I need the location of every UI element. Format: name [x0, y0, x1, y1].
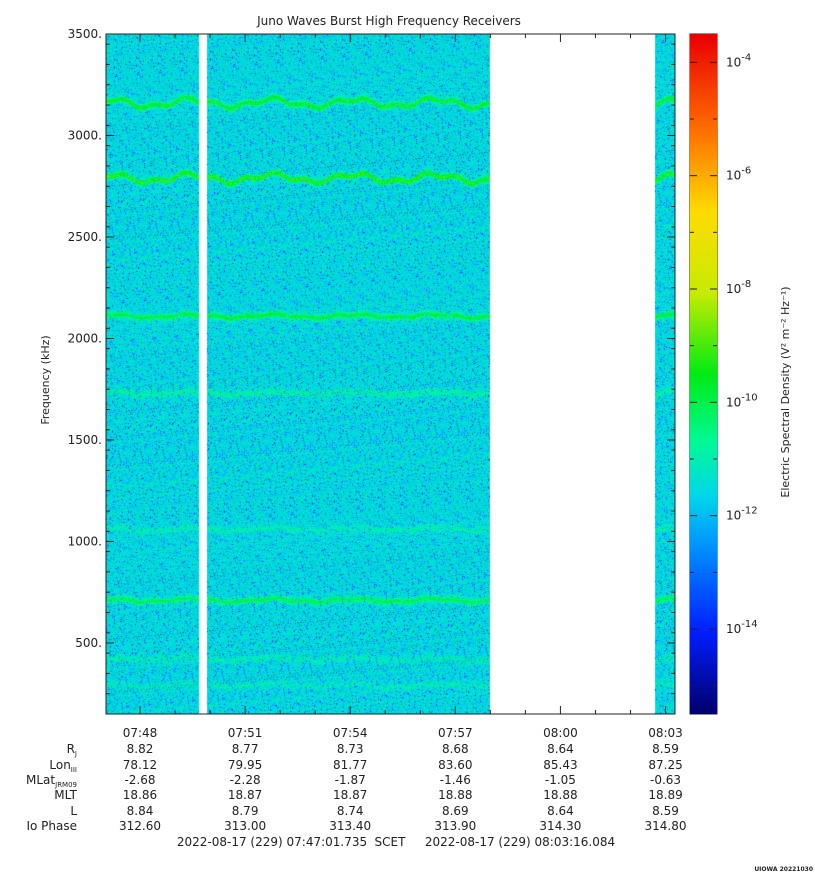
ephemeris-value: 313.90 [434, 819, 476, 833]
ephemeris-value: 8.77 [232, 742, 259, 756]
x-tick-label: 07:57 [438, 726, 473, 740]
ephemeris-value: -1.87 [335, 773, 366, 787]
y-tick-label: 3500. [68, 27, 102, 41]
plot-border [105, 33, 676, 715]
ephemeris-value: 83.60 [438, 758, 472, 772]
colorbar-tick-label: 10-8 [726, 279, 751, 296]
ephemeris-value: 8.74 [337, 804, 364, 818]
ephemeris-value: 8.64 [547, 804, 574, 818]
y-tick-label: 2000. [68, 331, 102, 345]
ephemeris-row-label: MLatJRM09 [26, 773, 77, 789]
ephemeris-value: 18.87 [228, 788, 262, 802]
ephemeris-value: 79.95 [228, 758, 262, 772]
time-frame-label: SCET [375, 835, 407, 849]
ephemeris-value: 313.40 [329, 819, 371, 833]
colorbar-tick-label: 10-10 [726, 392, 758, 409]
ephemeris-value: 8.79 [232, 804, 259, 818]
ephemeris-value: 312.60 [119, 819, 161, 833]
ephemeris-value: -2.28 [230, 773, 261, 787]
ephemeris-value: -1.46 [440, 773, 471, 787]
ephemeris-value: 8.69 [442, 804, 469, 818]
credit-label: UIOWA 20221030 [754, 866, 813, 873]
x-tick-label: 08:00 [543, 726, 578, 740]
y-tick-label: 2500. [68, 230, 102, 244]
chart-title: Juno Waves Burst High Frequency Receiver… [256, 14, 521, 28]
ephemeris-value: 8.68 [442, 742, 469, 756]
ephemeris-value: -2.68 [124, 773, 155, 787]
ephemeris-value: 8.59 [652, 804, 679, 818]
ephemeris-row-label: L [70, 804, 77, 818]
ephemeris-value: 8.73 [337, 742, 364, 756]
y-tick-label: 1000. [68, 534, 102, 548]
y-tick-label: 1500. [68, 433, 102, 447]
colorbar-tick-label: 10-14 [726, 619, 758, 636]
ephemeris-value: 87.25 [648, 758, 682, 772]
colorbar-tick-label: 10-12 [726, 506, 758, 523]
ephemeris-value: 81.77 [333, 758, 367, 772]
ephemeris-value: 314.80 [645, 819, 687, 833]
ephemeris-value: 18.88 [438, 788, 472, 802]
ephemeris-value: 314.30 [539, 819, 581, 833]
ephemeris-value: 18.88 [543, 788, 577, 802]
ephemeris-value: -1.05 [545, 773, 576, 787]
ephemeris-value: 18.86 [123, 788, 157, 802]
ephemeris-value: 313.00 [224, 819, 266, 833]
y-axis-label: Frequency (kHz) [39, 335, 52, 424]
colorbar-tick-label: 10-4 [726, 52, 751, 69]
y-axis: 500. 1000. 1500. 2000. 2500. 3000. 3500. [68, 27, 675, 695]
ephemeris-table: RJ 8.82 8.77 8.73 8.68 8.64 8.59 LonIII 78.12 79.… [26, 742, 687, 833]
y-tick-label: 500. [75, 636, 102, 650]
colorbar-gradient [690, 34, 717, 714]
colorbar-label: Electric Spectral Density (V² m⁻² Hz⁻¹) [779, 286, 792, 497]
ephemeris-value: 18.87 [333, 788, 367, 802]
ephemeris-value: -0.63 [650, 773, 681, 787]
ephemeris-row-label: RJ [67, 742, 77, 758]
ephemeris-row-label: Io Phase [26, 819, 77, 833]
ephemeris-row-label: MLT [54, 788, 77, 802]
x-tick-label: 08:03 [648, 726, 683, 740]
ephemeris-value: 8.82 [127, 742, 154, 756]
y-tick-label: 3000. [68, 128, 102, 142]
colorbar-axis: 10-14 10-12 10-10 10-8 10-6 10-4 [690, 52, 758, 687]
ephemeris-value: 78.12 [123, 758, 157, 772]
ephemeris-value: 18.89 [648, 788, 682, 802]
x-tick-label: 07:48 [123, 726, 158, 740]
ephemeris-value: 8.59 [652, 742, 679, 756]
colorbar-tick-label: 10-6 [726, 166, 751, 183]
x-axis: 07:48 07:51 07:54 07:57 08:00 08:03 [123, 34, 683, 740]
x-tick-label: 07:54 [333, 726, 368, 740]
time-range-end: 2022-08-17 (229) 08:03:16.084 [425, 835, 615, 849]
time-range-start: 2022-08-17 (229) 07:47:01.735 [177, 835, 367, 849]
ephemeris-value: 8.64 [547, 742, 574, 756]
x-tick-label: 07:51 [228, 726, 263, 740]
ephemeris-value: 85.43 [543, 758, 577, 772]
ephemeris-row-label: LonIII [49, 758, 77, 774]
ephemeris-value: 8.84 [127, 804, 154, 818]
spectrogram-image [106, 34, 675, 714]
